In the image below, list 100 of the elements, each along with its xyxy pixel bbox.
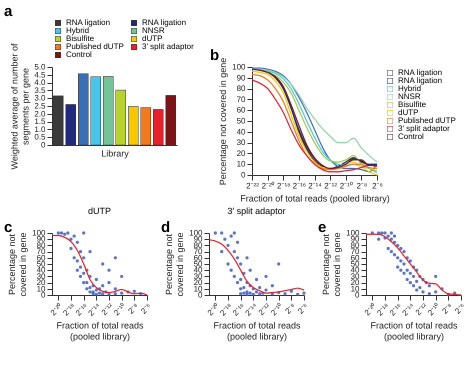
y-tick-label: 70: [236, 94, 246, 104]
legend-label: NNSR: [142, 26, 165, 35]
y-tick-label: 100: [189, 228, 204, 238]
y-tick-label: 30: [194, 272, 204, 281]
point: [408, 272, 412, 275]
x-axis-title: Fraction of total reads (pooled library): [56, 320, 144, 342]
text: b: [210, 47, 220, 64]
y-tick-label: 3.0: [34, 94, 46, 103]
x-tick-label: 2⁻⁸: [440, 302, 454, 316]
y-tick-label: 0: [41, 140, 46, 150]
point: [390, 250, 393, 254]
y-axis-title: Percentage not covered in gene: [7, 232, 28, 297]
point: [396, 266, 400, 269]
point: [392, 234, 396, 238]
x-tick-label: 2⁻¹⁶: [292, 182, 306, 190]
x-tick-label: 2⁻¹⁴: [308, 182, 322, 190]
y-tick-label: 4.0: [34, 78, 46, 88]
legend-label: dUTP: [398, 108, 418, 117]
x-axis-title: Library: [101, 148, 130, 158]
y-tick-label: 60: [36, 253, 46, 262]
y-tick-label: 100: [346, 228, 360, 238]
y-axis-title: Weighted average of number of segments per gene: [9, 43, 30, 170]
point: [386, 234, 390, 238]
y-tick-label: 3.5: [34, 86, 46, 95]
y-tick-label: 80: [36, 240, 46, 250]
y-axis-title: Percentage not covered in gene: [164, 232, 186, 297]
x-tick-label: 2⁻²⁰: [262, 182, 275, 190]
legend-label: 3′ split adaptor: [142, 42, 194, 51]
y-tick-label: 30: [36, 272, 46, 281]
y-tick-label: 10: [236, 160, 246, 169]
point: [402, 250, 406, 254]
legend-label: dUTP: [142, 34, 162, 43]
x-tick-label: 2⁻⁶: [453, 302, 468, 316]
point: [421, 290, 425, 294]
point: [402, 272, 406, 275]
point: [418, 286, 422, 290]
y-tick-label: 5.0: [34, 62, 46, 72]
y-tick-label: 30: [350, 272, 360, 281]
y-tick-label: 60: [194, 253, 204, 262]
legend-label: Hybrid: [398, 84, 422, 93]
y-tick-label: 2.5: [34, 102, 46, 110]
x-tick-label: 2⁻²²: [246, 182, 260, 190]
y-tick-label: 0: [241, 170, 246, 180]
point: [406, 278, 409, 282]
point: [408, 259, 412, 262]
x-axis-title: Fraction of total reads (pooled library): [370, 320, 458, 342]
y-tick-label: 0.5: [34, 132, 46, 142]
legend-label: Hybrid: [66, 26, 90, 35]
y-tick-label: 0: [355, 290, 360, 300]
point: [390, 231, 393, 235]
legend-label: Published dUTP: [66, 42, 124, 51]
point: [415, 280, 418, 283]
x-tick-label: 2⁻¹²: [324, 182, 338, 190]
point: [386, 246, 390, 250]
legend-label: Control: [66, 50, 92, 59]
y-tick-label: 30: [236, 138, 246, 148]
point: [399, 246, 402, 250]
chart-title: 3′ split adaptor: [227, 206, 286, 216]
x-axis-title: Fraction of total reads (pooled library): [240, 194, 390, 204]
x-tick-label: 2⁻¹⁰: [340, 182, 353, 190]
point: [402, 262, 406, 266]
legend-label: RNA ligation: [398, 76, 442, 85]
y-tick-label: 10: [194, 284, 204, 294]
y-axis-title: Percentage not covered in gene: [218, 58, 228, 186]
y-tick-label: 80: [350, 240, 360, 250]
y-tick-label: 40: [236, 127, 246, 136]
text: a: [4, 3, 13, 20]
y-tick-label: 90: [236, 73, 246, 82]
legend-label: Bisulfite: [66, 34, 95, 43]
y-tick-label: 50: [36, 260, 46, 268]
y-tick-label: 50: [236, 116, 246, 126]
point: [412, 274, 416, 278]
x-tick-label: 2⁻⁸: [126, 302, 140, 316]
point: [396, 256, 400, 260]
y-tick-label: 60: [236, 106, 246, 115]
y-tick-label: 10: [350, 284, 360, 294]
point: [399, 268, 402, 272]
y-tick-label: 50: [194, 260, 204, 268]
legend-label: NNSR: [398, 92, 421, 101]
y-tick-label: 0: [198, 290, 204, 300]
y-tick-label: 20: [236, 148, 246, 158]
x-tick-label: 2⁻⁶: [139, 302, 154, 316]
y-tick-label: 60: [350, 253, 360, 262]
point: [406, 268, 409, 272]
y-tick-label: 100: [32, 228, 46, 238]
x-tick-label: 2⁻⁸: [356, 182, 368, 190]
legend-label: Control: [398, 132, 424, 141]
legend-label: RNA ligation: [142, 18, 186, 27]
y-tick-label: 1.0: [34, 124, 46, 134]
y-tick-label: 80: [194, 240, 204, 250]
legend-label: RNA ligation: [398, 68, 442, 77]
y-tick-label: 4.5: [34, 70, 46, 80]
x-tick-label: 2⁻⁶: [296, 302, 310, 316]
x-tick-label: 2⁻¹⁸: [277, 182, 290, 190]
y-tick-label: 2.0: [34, 109, 46, 118]
point: [399, 259, 402, 262]
y-tick-label: 10: [36, 284, 46, 294]
y-tick-label: 100: [232, 62, 246, 72]
y-tick-label: 1.5: [34, 117, 46, 126]
legend-label: Published dUTP: [398, 116, 456, 125]
